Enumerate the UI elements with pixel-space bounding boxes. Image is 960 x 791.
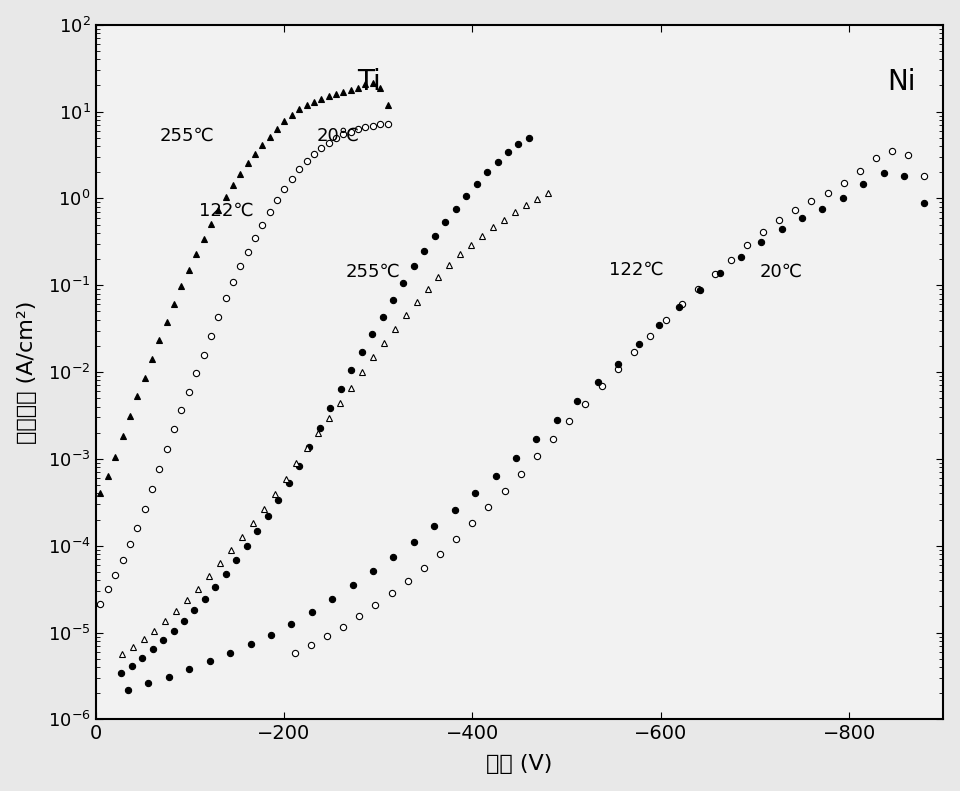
Text: 255℃: 255℃ xyxy=(159,127,214,145)
Text: 255℃: 255℃ xyxy=(346,263,400,281)
Text: 20℃: 20℃ xyxy=(759,263,803,281)
Text: Ni: Ni xyxy=(887,68,915,96)
Y-axis label: 电流密度 (A/cm²): 电流密度 (A/cm²) xyxy=(16,301,36,444)
Text: 122℃: 122℃ xyxy=(199,202,253,220)
Text: 20℃: 20℃ xyxy=(317,127,360,145)
Text: 122℃: 122℃ xyxy=(609,260,663,278)
Text: Ti: Ti xyxy=(357,68,381,96)
X-axis label: 电压 (V): 电压 (V) xyxy=(487,755,553,774)
